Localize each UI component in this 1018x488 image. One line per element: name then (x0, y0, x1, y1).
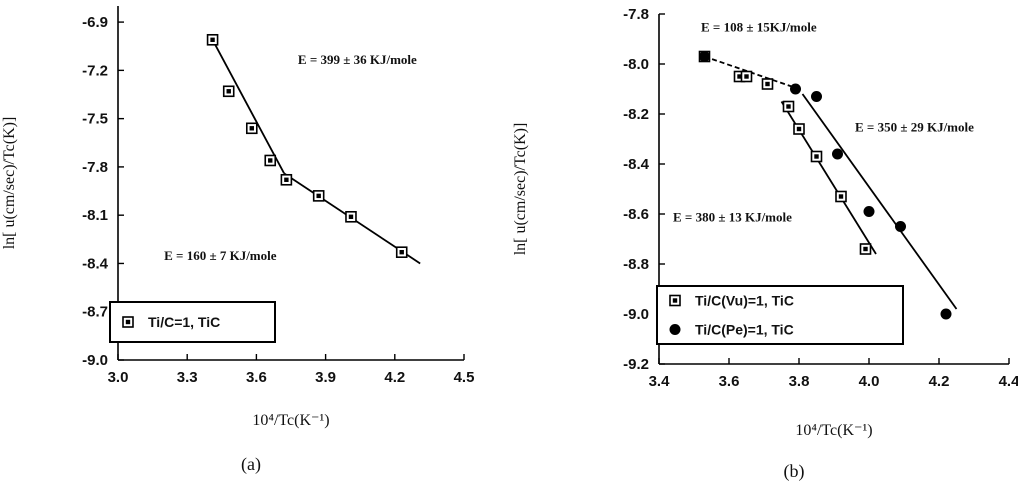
annotation: E = 108 ± 15KJ/mole (701, 20, 817, 35)
data-point (312, 190, 325, 202)
square-marker-center (765, 81, 770, 87)
data-point (811, 91, 822, 102)
y-tick-label: -9.0 (623, 306, 649, 323)
annotation: E = 160 ± 7 KJ/mole (164, 248, 277, 263)
square-marker-center (796, 126, 802, 132)
data-point (835, 190, 847, 203)
data-point (790, 83, 801, 95)
data-point (793, 123, 805, 135)
data-point (863, 206, 875, 217)
legend-marker (122, 316, 134, 328)
square-marker-center (814, 154, 819, 159)
data-point (280, 173, 293, 186)
series-0 (206, 33, 408, 258)
square-marker-center (249, 126, 254, 131)
legend-label: Ti/C=1, TiC (148, 314, 220, 330)
x-tick-label: 4.2 (929, 373, 950, 390)
panel-label: (a) (241, 454, 261, 475)
y-tick-label: -8.2 (623, 106, 649, 123)
legend-box (109, 301, 276, 343)
square-marker-center (838, 194, 844, 199)
fit-line (211, 39, 285, 174)
legend-marker (669, 324, 681, 335)
x-tick-label: 4.4 (999, 373, 1018, 390)
square-marker-center (672, 298, 678, 303)
y-axis-title: ln[ u(cm/sec)/Tc(K)] (1, 117, 18, 250)
annotation: E = 350 ± 29 KJ/mole (855, 120, 974, 135)
square-marker-center (348, 214, 354, 219)
x-axis-title: 10⁴/Tc(K⁻¹) (795, 422, 872, 439)
y-axis-title: ln[ u(cm/sec)/Tc(K)] (512, 123, 529, 256)
data-point (895, 221, 906, 232)
y-tick-label: -7.5 (82, 111, 108, 128)
square-marker-center (210, 37, 215, 42)
x-tick-label: 3.9 (315, 369, 336, 386)
data-point (940, 308, 952, 320)
y-tick-label: -8.7 (82, 304, 108, 321)
y-tick-label: -8.1 (82, 207, 108, 224)
series-1 (699, 51, 952, 320)
x-tick-label: 4.5 (454, 369, 475, 386)
square-marker-center (737, 74, 742, 79)
square-marker-center (268, 158, 273, 163)
data-point (345, 210, 357, 223)
x-tick-label: 3.8 (789, 373, 810, 390)
x-axis-title: 10⁴/Tc(K⁻¹) (252, 412, 329, 429)
y-tick-label: -9.0 (82, 352, 108, 369)
square-marker-center (226, 89, 231, 94)
y-tick-label: -9.2 (623, 356, 649, 373)
x-tick-label: 3.3 (177, 369, 198, 386)
y-tick-label: -8.6 (623, 206, 649, 223)
data-point (782, 100, 795, 113)
legend-marker (669, 294, 681, 307)
data-point (264, 154, 277, 167)
fit-line (801, 93, 958, 310)
annotation: E = 399 ± 36 KJ/mole (298, 52, 417, 67)
data-point (699, 51, 710, 62)
square-marker-center (316, 193, 321, 199)
x-tick-label: 3.0 (108, 369, 129, 386)
chart-a: -6.9 -7.2 -7.5 -7.8 -8.1 -8.4 -8.7 -9.03.0 3.3 3.… (1, 6, 475, 475)
square-marker-center (125, 319, 131, 325)
annotation: E = 380 ± 13 KJ/mole (673, 210, 792, 225)
square-marker-center (863, 246, 868, 252)
y-tick-label: -8.4 (82, 255, 109, 272)
data-point (810, 150, 823, 163)
y-tick-label: -8.0 (623, 56, 649, 73)
x-tick-label: 3.6 (719, 373, 740, 390)
x-tick-label: 3.6 (246, 369, 267, 386)
data-point (245, 122, 258, 135)
data-point (859, 243, 872, 255)
y-tick-label: -8.8 (623, 256, 649, 273)
y-tick-label: -7.8 (82, 159, 108, 176)
y-tick-label: -7.2 (82, 62, 108, 79)
data-point (206, 33, 219, 46)
legend-box (656, 285, 904, 345)
square-marker-center (399, 249, 404, 255)
square-marker-center (744, 74, 749, 79)
square-marker-center (284, 177, 289, 182)
square-marker-center (786, 104, 791, 109)
legend-label: Ti/C(Vu)=1, TiC (695, 293, 794, 309)
y-tick-label: -6.9 (82, 14, 108, 31)
data-point (395, 246, 408, 258)
data-point (761, 78, 774, 90)
data-point (222, 85, 235, 98)
y-tick-label: -7.8 (623, 6, 649, 23)
data-point (832, 148, 843, 160)
data-point (740, 70, 753, 83)
x-tick-label: 4.0 (859, 373, 880, 390)
panel-label: (b) (784, 461, 805, 482)
chart-b: -7.8 -8.0 -8.2 -8.4 -8.6 -8.8 -9.0 -9.23.4 3.6 3.… (512, 6, 1018, 482)
x-tick-label: 3.4 (649, 373, 671, 390)
legend-label: Ti/C(Pe)=1, TiC (695, 322, 794, 338)
y-tick-label: -8.4 (623, 156, 650, 173)
x-tick-label: 4.2 (384, 369, 405, 386)
